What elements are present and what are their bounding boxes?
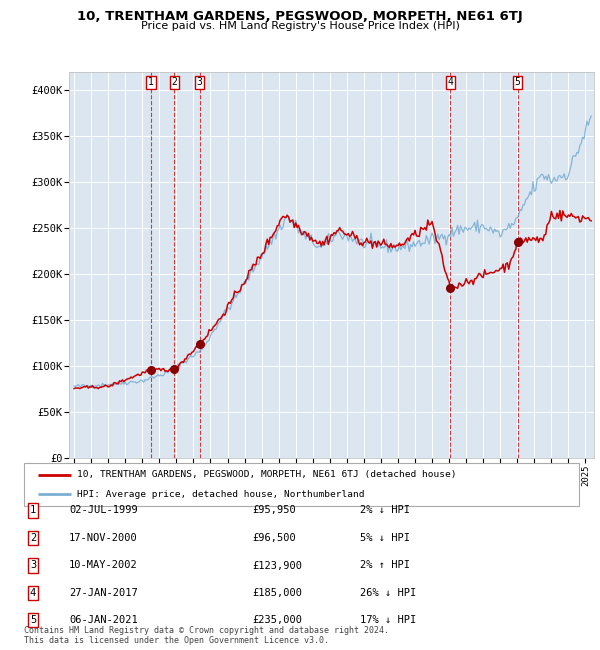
Text: 02-JUL-1999: 02-JUL-1999 [69,505,138,515]
Text: £185,000: £185,000 [252,588,302,598]
Text: 3: 3 [30,560,36,571]
Text: 4: 4 [448,77,453,87]
Text: 2% ↑ HPI: 2% ↑ HPI [360,560,410,571]
Text: Price paid vs. HM Land Registry's House Price Index (HPI): Price paid vs. HM Land Registry's House … [140,21,460,31]
Text: 26% ↓ HPI: 26% ↓ HPI [360,588,416,598]
Text: 5% ↓ HPI: 5% ↓ HPI [360,533,410,543]
FancyBboxPatch shape [24,463,579,506]
Text: 5: 5 [515,77,521,87]
Text: 3: 3 [197,77,203,87]
Text: 2: 2 [172,77,177,87]
Text: £123,900: £123,900 [252,560,302,571]
Text: 1: 1 [148,77,154,87]
Text: £235,000: £235,000 [252,615,302,625]
Text: 2% ↓ HPI: 2% ↓ HPI [360,505,410,515]
Text: 06-JAN-2021: 06-JAN-2021 [69,615,138,625]
Text: 27-JAN-2017: 27-JAN-2017 [69,588,138,598]
Text: £96,500: £96,500 [252,533,296,543]
Text: 4: 4 [30,588,36,598]
Text: 10, TRENTHAM GARDENS, PEGSWOOD, MORPETH, NE61 6TJ (detached house): 10, TRENTHAM GARDENS, PEGSWOOD, MORPETH,… [77,471,456,479]
Text: 17-NOV-2000: 17-NOV-2000 [69,533,138,543]
Text: 17% ↓ HPI: 17% ↓ HPI [360,615,416,625]
Text: 10, TRENTHAM GARDENS, PEGSWOOD, MORPETH, NE61 6TJ: 10, TRENTHAM GARDENS, PEGSWOOD, MORPETH,… [77,10,523,23]
Text: £95,950: £95,950 [252,505,296,515]
Text: 10-MAY-2002: 10-MAY-2002 [69,560,138,571]
Text: 2: 2 [30,533,36,543]
Text: Contains HM Land Registry data © Crown copyright and database right 2024.
This d: Contains HM Land Registry data © Crown c… [24,626,389,645]
Text: 5: 5 [30,615,36,625]
Text: HPI: Average price, detached house, Northumberland: HPI: Average price, detached house, Nort… [77,490,364,499]
Text: 1: 1 [30,505,36,515]
